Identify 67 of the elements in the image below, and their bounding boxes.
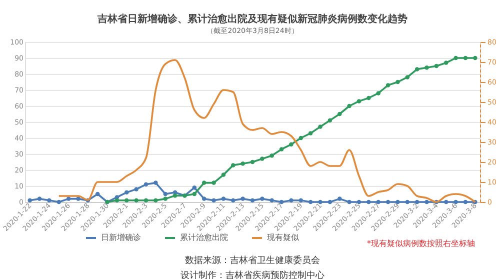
point xyxy=(338,112,342,116)
point xyxy=(154,198,158,203)
point xyxy=(260,156,264,161)
point xyxy=(76,196,80,201)
point xyxy=(163,192,168,196)
point xyxy=(134,187,138,192)
point xyxy=(289,142,294,147)
point xyxy=(396,80,400,84)
legend-label: 日新增确诊 xyxy=(101,233,141,242)
point xyxy=(144,182,148,187)
text: *现有疑似病例数按照右坐标轴 xyxy=(367,239,475,248)
chart-title: 吉林省日新增确诊、累计治愈出院及现有疑似新冠肺炎病例数变化趋势 xyxy=(96,13,408,25)
point xyxy=(434,64,439,68)
point xyxy=(366,96,371,100)
point xyxy=(250,160,255,164)
point xyxy=(212,180,216,185)
point xyxy=(328,118,332,123)
legend-label: 现有疑似 xyxy=(267,233,300,242)
point xyxy=(454,56,458,60)
point xyxy=(289,198,294,203)
point xyxy=(202,180,206,185)
source-note: 数据来源：吉林省卫生健康委员会 xyxy=(185,255,320,266)
point xyxy=(221,172,226,177)
point xyxy=(66,196,71,201)
point xyxy=(444,60,448,65)
point xyxy=(270,198,274,203)
point xyxy=(172,193,178,198)
point xyxy=(231,198,236,203)
point xyxy=(473,56,478,60)
point xyxy=(356,99,362,104)
point xyxy=(192,185,197,190)
point xyxy=(47,198,52,203)
point xyxy=(240,196,245,201)
point xyxy=(279,147,284,152)
point xyxy=(192,192,197,196)
point xyxy=(221,196,226,201)
point xyxy=(240,161,245,166)
point xyxy=(308,131,313,136)
point xyxy=(124,190,129,195)
point xyxy=(318,124,322,129)
point xyxy=(250,198,255,203)
point xyxy=(347,104,352,108)
point xyxy=(298,198,304,203)
point xyxy=(28,198,32,203)
point xyxy=(212,198,216,203)
point xyxy=(231,163,236,168)
point xyxy=(37,196,42,201)
point xyxy=(405,75,410,80)
point xyxy=(95,192,100,196)
point xyxy=(298,136,304,140)
point xyxy=(202,196,206,201)
point xyxy=(376,91,380,96)
point xyxy=(114,198,120,203)
point xyxy=(154,180,158,185)
point xyxy=(424,65,429,70)
point xyxy=(144,198,148,203)
text: 设计制作：吉林省疾病预防控制中心 xyxy=(180,270,324,279)
point xyxy=(414,67,420,72)
legend-label: 累计治愈出院 xyxy=(180,233,228,242)
point xyxy=(386,83,390,88)
point xyxy=(270,153,274,158)
point xyxy=(124,198,129,203)
point xyxy=(134,198,138,203)
point xyxy=(163,196,168,201)
point xyxy=(260,196,264,201)
point xyxy=(338,196,342,201)
point xyxy=(463,56,468,60)
